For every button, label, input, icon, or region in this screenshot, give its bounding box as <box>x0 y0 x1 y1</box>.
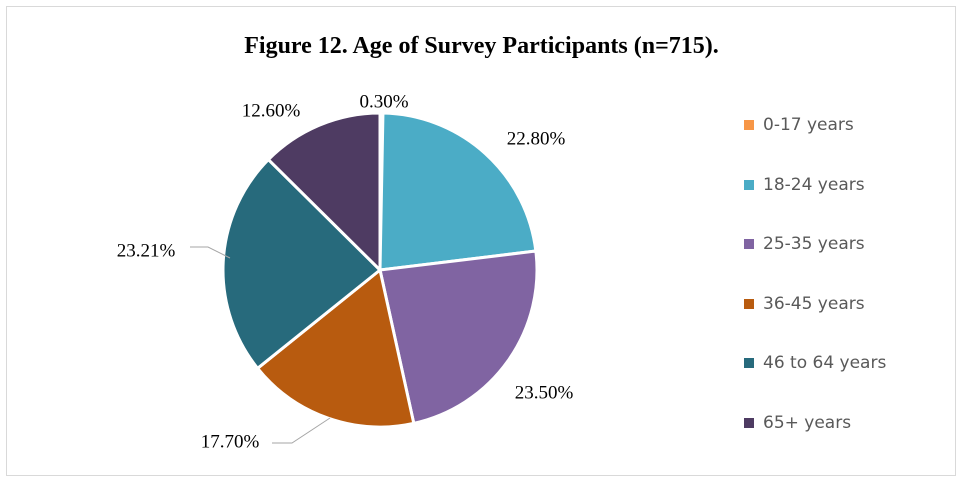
data-label: 17.70% <box>201 431 260 452</box>
legend-item: 0-17 years <box>744 110 886 140</box>
legend: 0-17 years 18-24 years 25-35 years 36-45 ye… <box>744 110 886 468</box>
pie-slice-25-35-years <box>378 249 539 425</box>
pie-slice-18-24-years <box>378 111 538 272</box>
data-label: 0.30% <box>359 91 408 112</box>
leader-line <box>272 417 331 444</box>
legend-item: 25-35 years <box>744 229 886 259</box>
legend-item: 18-24 years <box>744 170 886 200</box>
pie-slice-46-to-64-years <box>221 158 382 370</box>
data-label: 22.80% <box>507 128 566 149</box>
data-label: 23.50% <box>515 382 574 403</box>
legend-swatch <box>744 417 754 428</box>
legend-swatch <box>744 239 754 250</box>
legend-swatch <box>744 298 754 309</box>
pie-slice-36-45-years <box>256 268 416 429</box>
legend-label: 0-17 years <box>763 115 854 135</box>
data-label: 23.21% <box>117 240 176 261</box>
legend-item: 36-45 years <box>744 289 886 319</box>
legend-item: 46 to 64 years <box>744 348 886 378</box>
legend-label: 65+ years <box>763 412 852 433</box>
legend-label: 25-35 years <box>763 234 865 255</box>
data-labels: 0.30% 22.80% 23.50% 17.70% 23.21% 12.60% <box>117 91 574 452</box>
legend-item: 65+ years <box>744 408 886 438</box>
pie-slice-65-years <box>266 111 382 272</box>
legend-swatch <box>744 358 754 369</box>
leader-lines <box>190 246 331 444</box>
legend-label: 18-24 years <box>763 174 865 195</box>
legend-label: 36-45 years <box>763 293 865 314</box>
legend-swatch <box>744 120 754 130</box>
legend-label: 46 to 64 years <box>763 353 887 374</box>
chart-title: Figure 12. Age of Survey Participants (n… <box>244 33 719 59</box>
leader-line <box>190 246 231 259</box>
data-label: 12.60% <box>242 100 301 121</box>
legend-swatch <box>744 179 754 190</box>
pie-slices <box>221 111 539 429</box>
